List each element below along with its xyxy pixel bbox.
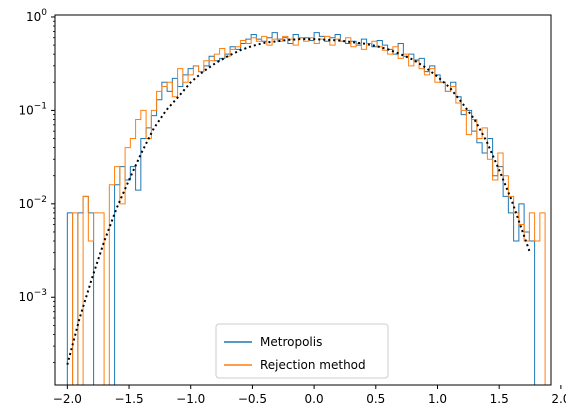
legend-label-rejection-method: Rejection method bbox=[260, 358, 366, 372]
y-tick-label: 10−3 bbox=[18, 288, 47, 304]
y-axis: 10−3 10−2 10−1 100 bbox=[18, 8, 55, 363]
legend: Metropolis Rejection method bbox=[215, 323, 389, 379]
x-tick-label: −1.5 bbox=[114, 392, 143, 406]
plot-area bbox=[66, 32, 546, 386]
y-tick-label: 100 bbox=[26, 8, 47, 24]
x-tick-label: 2.0 bbox=[551, 392, 566, 406]
x-tick-label: 1.5 bbox=[490, 392, 509, 406]
reference-curve bbox=[66, 38, 531, 365]
x-axis: −2.0 −1.5 −1.0 −0.5 0.0 0.5 1.0 1.5 2.0 bbox=[53, 385, 566, 406]
x-tick-label: −2.0 bbox=[53, 392, 82, 406]
x-tick-label: 0.0 bbox=[305, 392, 324, 406]
legend-label-metropolis: Metropolis bbox=[260, 335, 322, 349]
x-tick-label: 0.5 bbox=[366, 392, 385, 406]
y-tick-label: 10−2 bbox=[18, 195, 47, 211]
x-tick-label: 1.0 bbox=[428, 392, 447, 406]
x-tick-label: −0.5 bbox=[238, 392, 267, 406]
y-tick-label: 10−1 bbox=[18, 101, 47, 117]
reference-curve-layer bbox=[66, 38, 531, 365]
axes-frame bbox=[54, 14, 552, 386]
legend-box bbox=[215, 323, 389, 379]
x-tick-label: −1.0 bbox=[176, 392, 205, 406]
